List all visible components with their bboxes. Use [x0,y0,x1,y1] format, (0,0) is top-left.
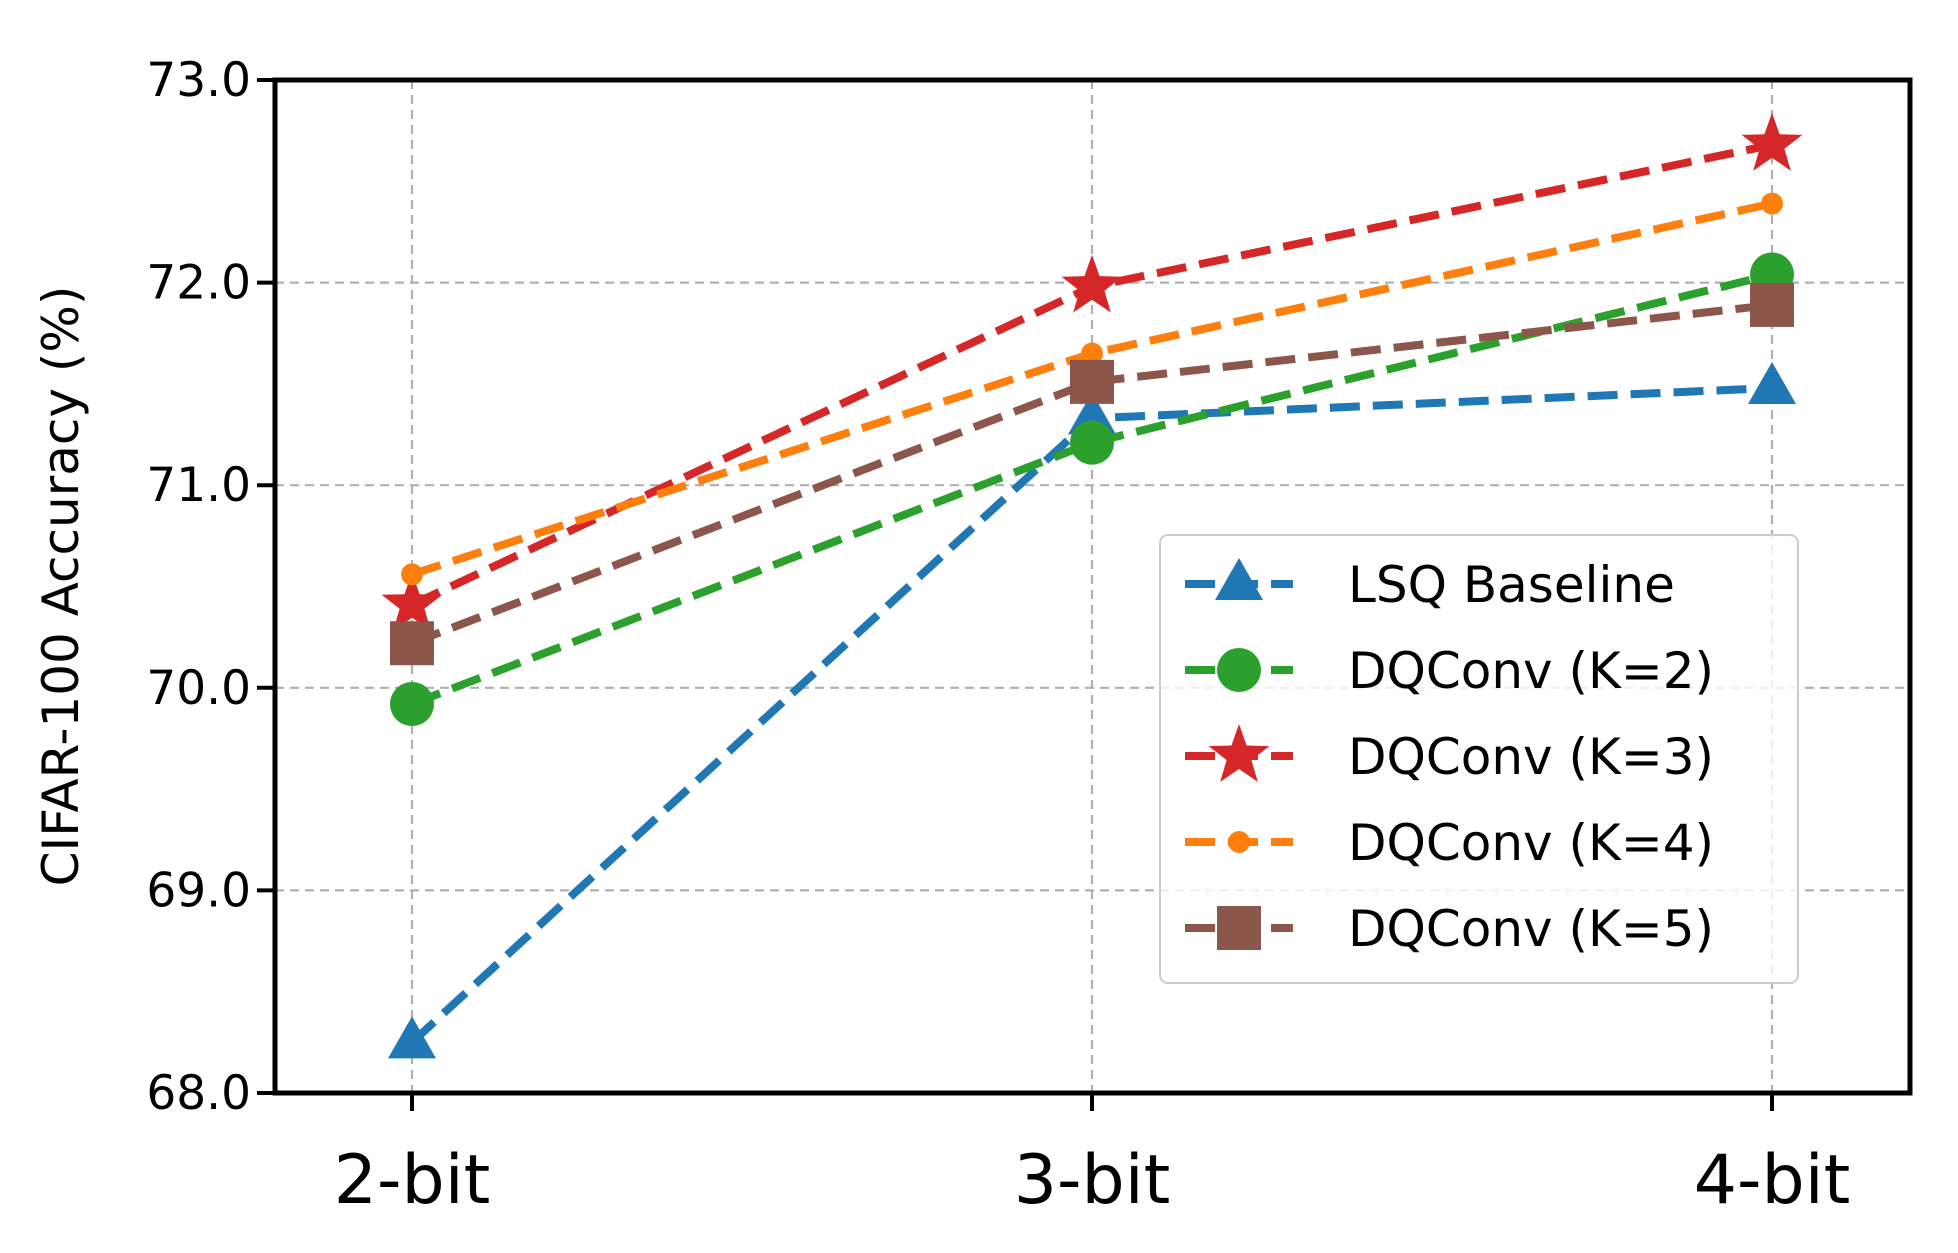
y-tick-label: 70.0 [146,661,251,716]
legend-label: DQConv (K=2) [1348,642,1714,700]
y-tick-label: 69.0 [146,863,251,918]
data-point [1748,361,1796,404]
data-point [1070,420,1114,465]
legend-marker [1228,831,1250,853]
legend-frame [1159,534,1799,984]
series-4 [401,192,1783,586]
legend-marker [1215,558,1263,600]
data-point [388,1016,436,1059]
y-tick-label: 73.0 [146,53,251,108]
series-3 [381,112,1803,631]
data-point [1081,342,1103,365]
data-point [1750,282,1794,327]
x-tick-label: 2-bit [334,1141,491,1220]
data-point [1061,254,1123,313]
series-5 [390,282,1794,666]
legend-entry: DQConv (K=2) [1185,642,1714,700]
series-line [410,300,1773,647]
legend: LSQ Baseline DQConv (K=2) DQConv (K=3) DQCo… [1159,534,1799,984]
legend-entry: DQConv (K=3) [1185,724,1714,786]
data-point [1741,112,1803,171]
data-point [381,572,443,631]
y-tick-label: 72.0 [146,256,251,311]
y-axis-label: CIFAR-100 Accuracy (%) [32,286,90,887]
data-point [1070,359,1114,404]
legend-label: DQConv (K=3) [1348,728,1714,786]
legend-entry: DQConv (K=5) [1185,900,1714,958]
legend-label: DQConv (K=5) [1348,900,1714,958]
series-1 [388,361,1796,1059]
data-point [390,682,434,727]
legend-label: DQConv (K=4) [1348,814,1714,872]
legend-entry: DQConv (K=4) [1185,814,1714,872]
legend-marker [1208,724,1270,782]
series-lines [381,112,1803,1059]
data-point [390,621,434,666]
y-axis-ticks: 68.0 69.0 70.0 71.0 72.0 73.0 [146,53,275,1121]
x-tick-label: 3-bit [1014,1141,1171,1220]
legend-marker [1217,648,1261,692]
series-line [410,270,1773,708]
data-point [401,563,423,586]
x-tick-label: 4-bit [1694,1141,1851,1220]
x-axis-ticks: 2-bit 3-bit 4-bit [334,1093,1851,1220]
y-tick-label: 68.0 [146,1066,251,1121]
legend-entry: LSQ Baseline [1185,556,1675,614]
y-tick-label: 71.0 [146,458,251,513]
legend-marker [1217,906,1261,950]
data-point [1761,192,1783,215]
data-point [1068,392,1116,435]
legend-label: LSQ Baseline [1348,556,1675,614]
